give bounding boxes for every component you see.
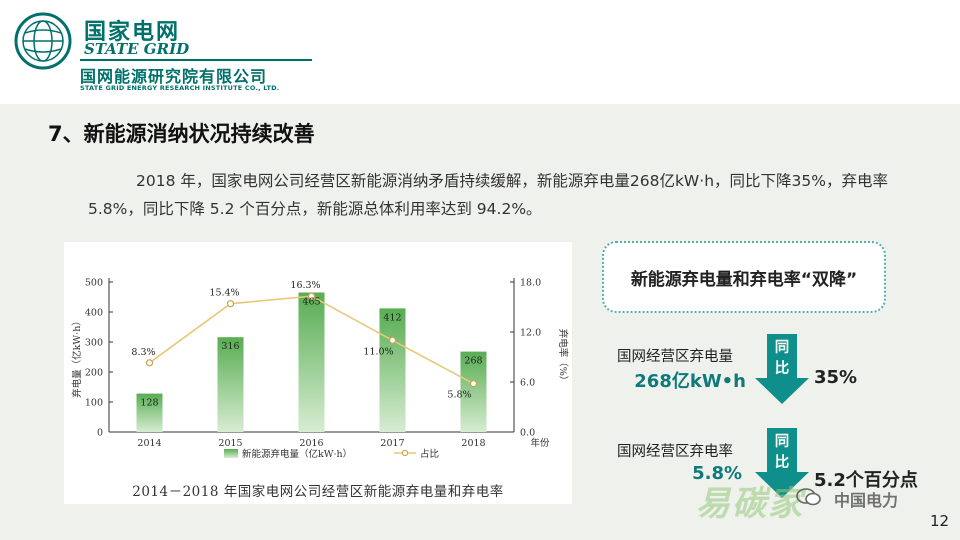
headline-pill: 新能源弃电量和弃电率“双降” xyxy=(602,241,886,313)
y-tick-label: 400 xyxy=(85,308,103,319)
header: 国家电网 STATE GRID 国网能源研究院有限公司 STATE GRID E… xyxy=(0,0,960,104)
bar-data-label: 465 xyxy=(302,297,320,308)
x-tick-label: 2014 xyxy=(137,438,161,449)
x-axis-label: 年份 xyxy=(530,437,550,449)
x-tick-label: 2017 xyxy=(380,438,404,449)
divider xyxy=(80,59,312,61)
y2-tick-label: 0.0 xyxy=(520,428,535,439)
ratio-data-label: 15.4% xyxy=(209,288,239,299)
y-tick-label: 100 xyxy=(85,398,103,409)
y2-tick-label: 18.0 xyxy=(520,278,541,289)
y2-axis-label: 弃电率（%） xyxy=(557,329,569,386)
y2-tick-label: 6.0 xyxy=(520,378,535,389)
chart-card: 0 100 200 300 400 500 0.0 6.0 12.0 18.0 2014 2015 20… xyxy=(64,242,572,504)
bar-data-label: 412 xyxy=(383,312,401,323)
y-axis-label: 弃电量（亿kW·h） xyxy=(71,316,83,398)
y-tick-label: 500 xyxy=(85,278,103,289)
y-tick-label: 200 xyxy=(85,368,103,379)
institute-name-en: STATE GRID ENERGY RESEARCH INSTITUTE CO.… xyxy=(80,84,280,92)
ratio-point xyxy=(469,380,478,388)
chart-title: 2014－2018 年国家电网公司经营区新能源弃电量和弃电率 xyxy=(132,484,504,500)
org-name-cn: 国家电网 xyxy=(84,20,181,45)
page-number: 12 xyxy=(930,512,950,530)
x-tick-label: 2016 xyxy=(299,438,323,449)
bar xyxy=(460,351,487,432)
wechat-icon xyxy=(796,487,822,507)
metric2-value: 5.8% xyxy=(692,463,742,484)
legend-line-label: 占比 xyxy=(420,448,439,460)
institute-name-cn: 国网能源研究院有限公司 xyxy=(80,67,268,86)
summary-paragraph: 2018 年，国家电网公司经营区新能源消纳矛盾持续缓解，新能源弃电量268亿kW… xyxy=(88,172,888,218)
bar-data-label: 128 xyxy=(140,398,158,409)
ratio-point xyxy=(226,300,235,308)
chart-svg: 0 100 200 300 400 500 0.0 6.0 12.0 18.0 2014 2015 20… xyxy=(71,278,569,461)
headline-text: 新能源弃电量和弃电率“双降” xyxy=(630,269,858,290)
down-arrow-icon: 同 比 xyxy=(755,334,809,404)
metric1-value: 268亿kW•h xyxy=(634,371,746,392)
metric1-change: 35% xyxy=(814,367,858,388)
metric2-label: 国网经营区弃电率 xyxy=(617,444,733,460)
section-title: 7、新能源消纳状况持续改善 xyxy=(48,122,315,146)
legend-bar-label: 新能源弃电量（亿kW·h） xyxy=(242,448,352,460)
ratio-point xyxy=(307,292,316,300)
watermark-source: 中国电力 xyxy=(834,491,899,510)
y-tick-label: 300 xyxy=(85,338,103,349)
bar xyxy=(298,292,325,432)
arrow-label-tong: 同 xyxy=(774,340,790,356)
x-tick-label: 2015 xyxy=(218,438,242,449)
ratio-point xyxy=(388,336,397,344)
ratio-point xyxy=(145,359,154,367)
state-grid-logo-icon xyxy=(14,12,72,70)
ratio-data-label: 16.3% xyxy=(290,280,320,291)
ratio-data-label: 8.3% xyxy=(131,347,155,358)
bar xyxy=(379,308,406,432)
legend-bar-swatch xyxy=(224,449,238,458)
arrow-label-tong: 同 xyxy=(774,434,790,450)
metric2-change: 5.2个百分点 xyxy=(814,470,918,491)
bar xyxy=(217,337,244,432)
watermark-logo: 易碳家 xyxy=(696,484,804,524)
y-tick-label: 0 xyxy=(97,428,103,439)
org-name-en: STATE GRID xyxy=(84,40,190,58)
arrow-label-bi: 比 xyxy=(774,455,790,471)
ratio-data-label: 5.8% xyxy=(447,390,471,401)
legend-line-marker xyxy=(401,449,409,457)
x-tick-label: 2018 xyxy=(461,438,485,449)
bar-data-label: 268 xyxy=(464,356,482,367)
bar xyxy=(136,393,163,432)
bar-data-label: 316 xyxy=(221,341,239,352)
down-arrow-icon: 同 比 xyxy=(755,428,809,498)
ratio-data-label: 11.0% xyxy=(363,346,393,357)
metric1-label: 国网经营区弃电量 xyxy=(617,349,733,365)
y2-tick-label: 12.0 xyxy=(520,328,541,339)
arrow-label-bi: 比 xyxy=(774,361,790,377)
